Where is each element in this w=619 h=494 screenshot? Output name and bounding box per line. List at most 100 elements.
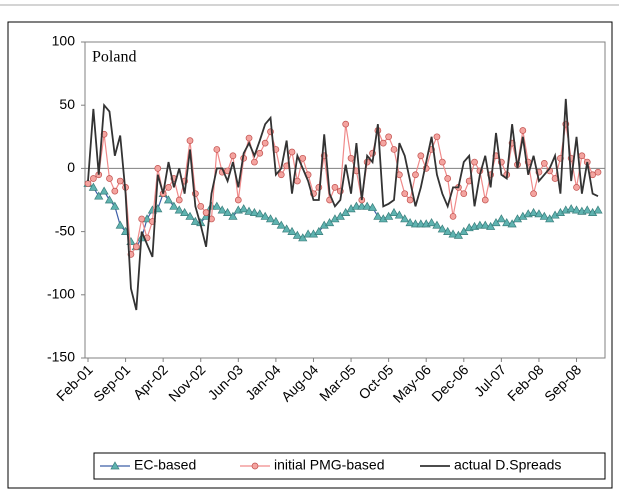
data-point — [432, 220, 442, 229]
data-point — [539, 211, 549, 220]
data-point — [212, 201, 222, 210]
data-point — [202, 209, 210, 216]
data-point — [433, 133, 441, 141]
data-point — [90, 175, 97, 182]
data-point — [245, 134, 253, 142]
data-point — [229, 152, 237, 160]
data-point — [578, 152, 586, 160]
data-point — [175, 196, 183, 204]
data-point — [507, 219, 517, 228]
data-point — [222, 207, 233, 216]
data-point — [412, 171, 419, 179]
data-point — [389, 207, 399, 216]
data-point — [406, 196, 414, 204]
data-point — [116, 177, 124, 185]
data-point — [99, 186, 109, 195]
data-point — [190, 216, 200, 225]
y-tick-label: -150 — [47, 349, 75, 365]
data-point — [165, 184, 172, 191]
data-point — [276, 220, 286, 229]
data-point — [255, 209, 265, 218]
data-point — [163, 195, 174, 204]
data-point — [288, 148, 296, 156]
plot-area — [84, 41, 606, 359]
series-line — [87, 98, 599, 311]
data-point — [142, 214, 152, 223]
data-point — [277, 171, 285, 179]
legend-marker — [251, 462, 259, 470]
data-point — [367, 202, 378, 211]
data-point — [480, 220, 490, 229]
y-tick-label: 0 — [67, 159, 75, 175]
y-tick-label: 50 — [59, 96, 75, 112]
data-point — [115, 220, 125, 229]
data-point — [169, 201, 179, 210]
data-point — [106, 175, 113, 182]
data-point — [239, 204, 249, 213]
data-point — [249, 207, 260, 216]
data-point — [185, 211, 195, 220]
data-point — [394, 210, 404, 219]
data-point — [84, 180, 92, 187]
data-point — [104, 195, 115, 204]
data-point — [448, 229, 458, 238]
data-point — [244, 206, 254, 215]
data-point — [379, 139, 387, 147]
data-point — [94, 191, 104, 200]
data-point — [594, 168, 602, 176]
data-point — [256, 149, 264, 157]
y-tick-label: -50 — [55, 222, 75, 238]
data-point — [88, 182, 98, 191]
data-point — [138, 215, 146, 223]
data-point — [444, 175, 452, 182]
y-tick-label: 100 — [52, 33, 76, 49]
y-tick-label: -100 — [47, 286, 75, 302]
legend-label: initial PMG-based — [274, 457, 385, 473]
data-point — [593, 205, 603, 214]
data-point — [400, 214, 410, 223]
data-point — [582, 205, 592, 214]
data-point — [438, 158, 446, 166]
data-point — [540, 159, 548, 167]
data-point — [261, 139, 269, 147]
legend-label: actual D.Spreads — [454, 457, 561, 473]
data-point — [154, 165, 162, 172]
legend-label: EC-based — [134, 457, 196, 473]
legend-marker — [110, 461, 120, 470]
data-point — [251, 158, 258, 166]
data-point — [460, 190, 468, 198]
data-point — [265, 214, 276, 223]
data-point — [390, 146, 398, 153]
data-point — [197, 202, 205, 210]
data-point — [426, 218, 437, 227]
data-point — [566, 204, 576, 213]
data-point — [228, 211, 238, 220]
data-point — [417, 152, 425, 160]
data-point — [571, 205, 582, 214]
data-point — [401, 190, 409, 198]
data-point — [213, 146, 221, 153]
data-point — [294, 177, 301, 185]
data-point — [443, 226, 453, 235]
data-point — [132, 243, 140, 251]
data-point — [314, 226, 324, 235]
data-point — [282, 224, 292, 233]
data-point — [373, 211, 383, 220]
data-point — [519, 127, 527, 134]
data-point — [186, 137, 194, 144]
data-point — [287, 226, 297, 235]
annotation: Poland — [92, 49, 136, 66]
data-point — [299, 154, 307, 162]
data-point — [234, 196, 242, 204]
data-point — [449, 213, 457, 220]
data-point — [405, 218, 415, 227]
data-point — [471, 158, 478, 166]
data-point — [331, 184, 339, 191]
data-point — [111, 187, 119, 195]
data-point — [180, 207, 190, 216]
data-point — [502, 218, 512, 227]
data-point — [217, 205, 227, 214]
data-point — [496, 214, 506, 223]
data-point — [362, 201, 372, 210]
